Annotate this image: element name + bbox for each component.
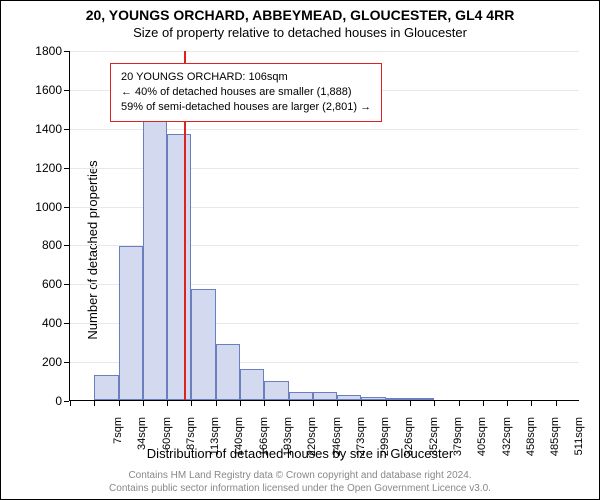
footnote-line-1: Contains HM Land Registry data © Crown c… — [128, 470, 471, 481]
xtick-mark — [507, 401, 508, 406]
xtick-mark — [361, 401, 362, 406]
xtick-mark — [240, 401, 241, 406]
histogram-bar — [94, 375, 118, 400]
histogram-bar — [410, 398, 434, 400]
x-axis-label: Distribution of detached houses by size … — [1, 446, 599, 461]
annotation-line: 20 YOUNGS ORCHARD: 106sqm — [121, 70, 371, 85]
xtick-mark — [313, 401, 314, 406]
histogram-bar — [216, 344, 240, 400]
histogram-bar — [361, 397, 385, 400]
xtick-mark — [191, 401, 192, 406]
histogram-bar — [240, 369, 264, 400]
histogram-bar — [264, 381, 288, 400]
footnote: Contains HM Land Registry data © Crown c… — [1, 470, 599, 495]
plot-area: 0200400600800100012001400160018007sqm34s… — [69, 51, 579, 401]
ytick-label: 200 — [22, 355, 62, 369]
xtick-mark — [143, 401, 144, 406]
ytick-mark — [64, 362, 69, 363]
gridline — [70, 51, 579, 52]
ytick-label: 600 — [22, 277, 62, 291]
xtick-mark — [289, 401, 290, 406]
ytick-mark — [64, 323, 69, 324]
chart-subtitle: Size of property relative to detached ho… — [1, 25, 599, 40]
ytick-label: 800 — [22, 238, 62, 252]
ytick-mark — [64, 284, 69, 285]
ytick-mark — [64, 129, 69, 130]
annotation-line: 59% of semi-detached houses are larger (… — [121, 100, 371, 115]
histogram-bar — [143, 83, 167, 400]
xtick-mark — [167, 401, 168, 406]
ytick-label: 400 — [22, 316, 62, 330]
xtick-mark — [434, 401, 435, 406]
ytick-label: 0 — [22, 394, 62, 408]
ytick-mark — [64, 207, 69, 208]
ytick-mark — [64, 245, 69, 246]
histogram-bar — [337, 395, 361, 400]
ytick-label: 1400 — [22, 122, 62, 136]
xtick-mark — [70, 401, 71, 406]
histogram-bar — [313, 392, 337, 400]
xtick-mark — [94, 401, 95, 406]
ytick-mark — [64, 168, 69, 169]
histogram-bar — [167, 134, 191, 400]
histogram-bar — [191, 289, 215, 400]
ytick-label: 1000 — [22, 200, 62, 214]
xtick-mark — [264, 401, 265, 406]
ytick-label: 1800 — [22, 44, 62, 58]
xtick-mark — [216, 401, 217, 406]
annotation-box: 20 YOUNGS ORCHARD: 106sqm← 40% of detach… — [110, 63, 382, 122]
xtick-mark — [459, 401, 460, 406]
xtick-mark — [556, 401, 557, 406]
xtick-mark — [410, 401, 411, 406]
ytick-mark — [64, 401, 69, 402]
ytick-mark — [64, 51, 69, 52]
xtick-mark — [337, 401, 338, 406]
xtick-mark — [483, 401, 484, 406]
chart-container: 20, YOUNGS ORCHARD, ABBEYMEAD, GLOUCESTE… — [0, 0, 600, 500]
annotation-line: ← 40% of detached houses are smaller (1,… — [121, 85, 371, 100]
xtick-mark — [531, 401, 532, 406]
ytick-mark — [64, 90, 69, 91]
histogram-bar — [119, 246, 143, 400]
ytick-label: 1200 — [22, 161, 62, 175]
histogram-bar — [386, 398, 410, 400]
xtick-mark — [119, 401, 120, 406]
histogram-bar — [289, 392, 313, 400]
footnote-line-2: Contains public sector information licen… — [109, 483, 491, 494]
chart-title: 20, YOUNGS ORCHARD, ABBEYMEAD, GLOUCESTE… — [1, 7, 599, 23]
xtick-mark — [386, 401, 387, 406]
ytick-label: 1600 — [22, 83, 62, 97]
